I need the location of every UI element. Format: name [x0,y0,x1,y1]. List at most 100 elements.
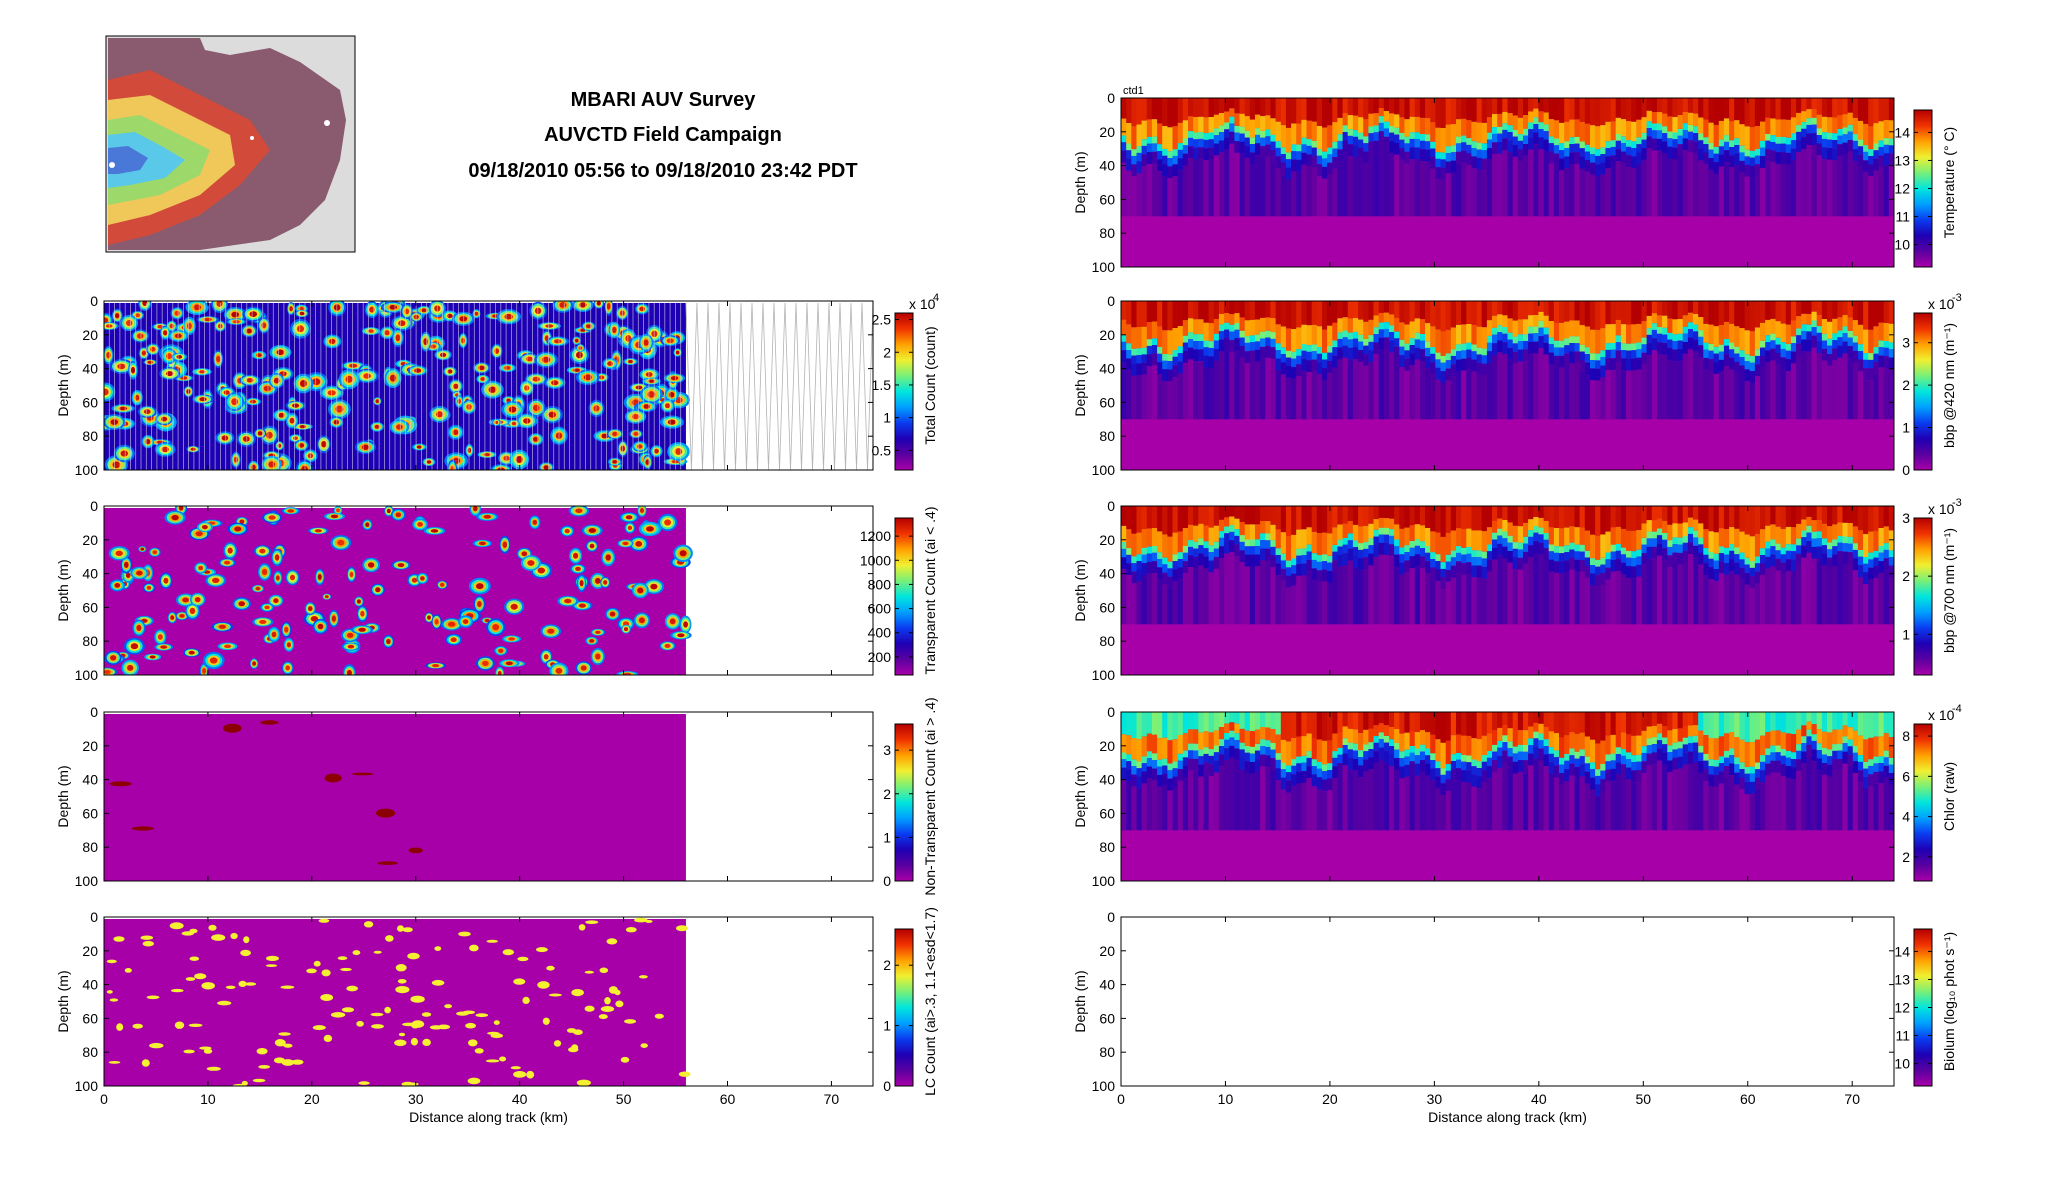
data-cell [1553,120,1560,139]
data-cell [1234,301,1241,314]
map-marker [250,136,254,140]
data-cell [1512,336,1519,344]
data-cell [1559,347,1565,356]
data-cell [1687,542,1694,555]
data-cell [1703,575,1710,625]
data-cell [1136,375,1143,420]
data-cell [1193,117,1199,133]
data-cell [1806,339,1813,352]
data-cell [1868,156,1874,165]
data-cell [1610,167,1617,217]
data-spot [384,330,390,336]
data-cell [1249,98,1256,120]
data-cell [1347,540,1354,549]
data-cell [1306,345,1313,352]
data-cell [1646,506,1653,521]
data-cell [1708,169,1715,217]
data-spot [683,621,688,628]
data-cell [1239,346,1246,358]
data-cell [1306,527,1313,545]
data-cell [1827,569,1833,625]
data-cell [1208,117,1215,133]
data-cell [1389,132,1395,142]
data-cell [1203,133,1210,140]
data-cell [1316,561,1323,571]
data-cell [1574,320,1581,337]
data-cell [1739,531,1746,553]
data-spot [492,624,500,631]
data-cell [1667,339,1674,348]
data-cell [1832,546,1838,555]
data-cell [1389,153,1395,217]
data-cell [1626,121,1632,140]
data-cell [1569,542,1576,550]
data-cell [1780,562,1787,575]
data-cell [1244,554,1251,567]
data-cell [1378,108,1385,117]
data-spot [374,424,380,429]
data-spot [432,664,440,668]
data-spot [513,1071,527,1078]
data-cell [1734,138,1740,146]
data-cell [1559,340,1565,348]
data-cell [1631,370,1637,420]
data-cell [1548,136,1555,144]
data-cell [1837,563,1844,625]
data-cell [1631,141,1637,149]
data-cell [1538,129,1545,138]
data-cell [1291,573,1297,586]
data-cell [1358,132,1364,140]
data-cell [1760,555,1766,564]
data-cell [1327,506,1333,534]
data-cell [1780,554,1787,563]
data-cell [1378,116,1385,123]
data-cell [1177,579,1184,625]
data-cell [1213,98,1220,115]
data-cell [1512,525,1519,542]
data-cell [1373,113,1380,126]
data-cell [1827,117,1833,133]
data-spot [117,363,126,370]
data-cell [1208,552,1215,561]
data-cell [1564,552,1570,561]
data-spot [212,577,220,584]
data-cell [1461,554,1467,564]
data-cell [1698,98,1704,118]
data-cell [1342,132,1349,141]
data-cell [1806,525,1813,533]
data-cell [1620,528,1627,548]
data-cell [1888,138,1894,146]
data-cell [1682,123,1689,130]
data-cell [1574,506,1581,528]
data-cell [1285,159,1292,168]
colorbar-tick-label: 2 [1902,377,1910,393]
data-cell [1512,569,1519,625]
data-cell [1296,364,1302,377]
data-cell [1224,137,1230,150]
data-cell [1167,576,1174,589]
data-cell [1646,136,1653,149]
data-cell [1327,125,1333,148]
data-cell [1316,506,1323,533]
data-cell [1641,544,1648,554]
data-cell [1615,335,1622,343]
data-cell [1121,319,1127,335]
data-cell [1177,559,1184,568]
data-cell [1693,545,1699,558]
data-cell [1471,344,1478,352]
data-cell [1476,506,1483,531]
data-cell [1172,365,1179,378]
data-cell [1322,532,1328,555]
data-cell [1790,117,1797,134]
data-cell [1182,351,1189,363]
data-cell [1218,331,1225,340]
data-cell [1378,122,1385,132]
data-cell [1693,126,1699,134]
data-cell [1373,506,1380,520]
data-cell [1579,121,1586,142]
data-cell [1466,553,1473,563]
data-cell [1435,359,1442,368]
data-cell [1213,155,1220,217]
data-spot [589,639,595,643]
